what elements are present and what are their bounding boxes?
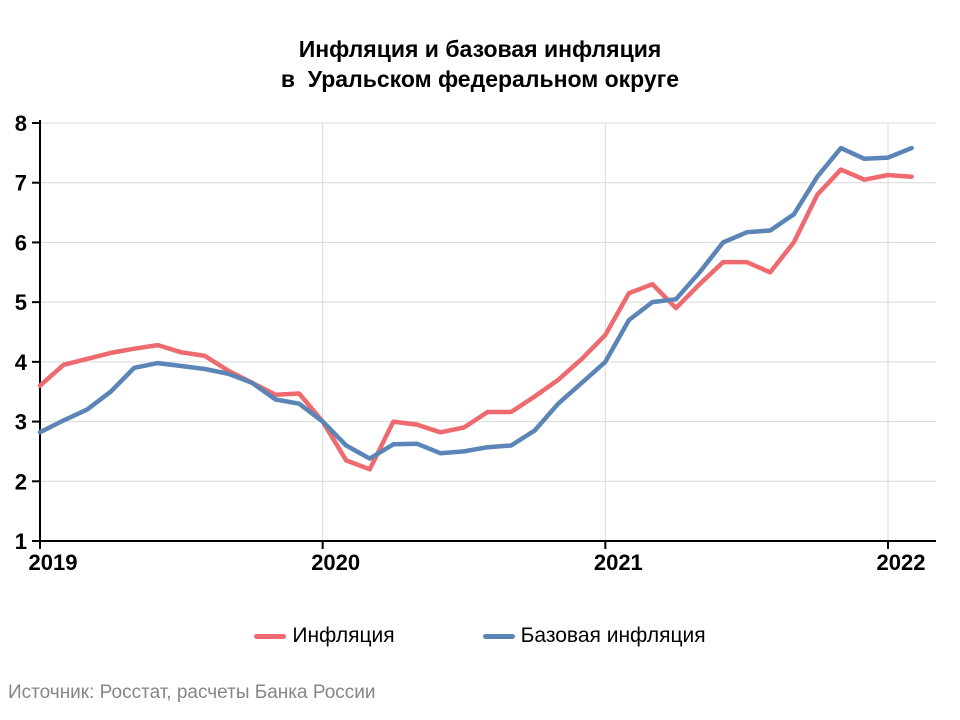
legend-label-inflation: Инфляция	[292, 624, 395, 647]
chart-canvas: 1 2 3 4 5 6 7 8 2019 2020 2021 2022	[15, 111, 936, 575]
chart-title-line2: в Уральском федеральном округе	[280, 66, 680, 92]
legend: Инфляция Базовая инфляция	[0, 618, 960, 654]
y-axis-label: 3	[15, 410, 27, 435]
source-note: Источник: Росстат, расчеты Банка России	[8, 682, 376, 703]
inflation-line	[37, 167, 914, 472]
y-axis-label: 2	[15, 469, 27, 494]
x-axis-label: 2022	[877, 550, 926, 575]
inflation-line-swatch	[254, 633, 287, 639]
x-axis-label: 2021	[594, 550, 643, 575]
y-axis-label: 8	[15, 111, 27, 136]
x-axis-label: 2020	[311, 550, 360, 575]
chart-title: Инфляция и базовая инфляция в Уральском ф…	[0, 34, 960, 94]
y-axis-label: 5	[15, 290, 27, 315]
chart-title-line1: Инфляция и базовая инфляция	[298, 36, 662, 62]
legend-label-core-inflation: Базовая инфляция	[520, 624, 706, 647]
core-inflation-line	[37, 145, 914, 461]
y-axis-label: 1	[15, 529, 27, 554]
y-axis-label: 4	[15, 350, 28, 375]
x-axis-label: 2019	[29, 550, 78, 575]
core-inflation-line-swatch	[482, 633, 515, 639]
legend-item-core-inflation: Базовая инфляция	[482, 624, 706, 648]
y-axis-label: 7	[15, 171, 27, 196]
y-axis-label: 6	[15, 230, 27, 255]
legend-item-inflation: Инфляция	[254, 624, 395, 648]
